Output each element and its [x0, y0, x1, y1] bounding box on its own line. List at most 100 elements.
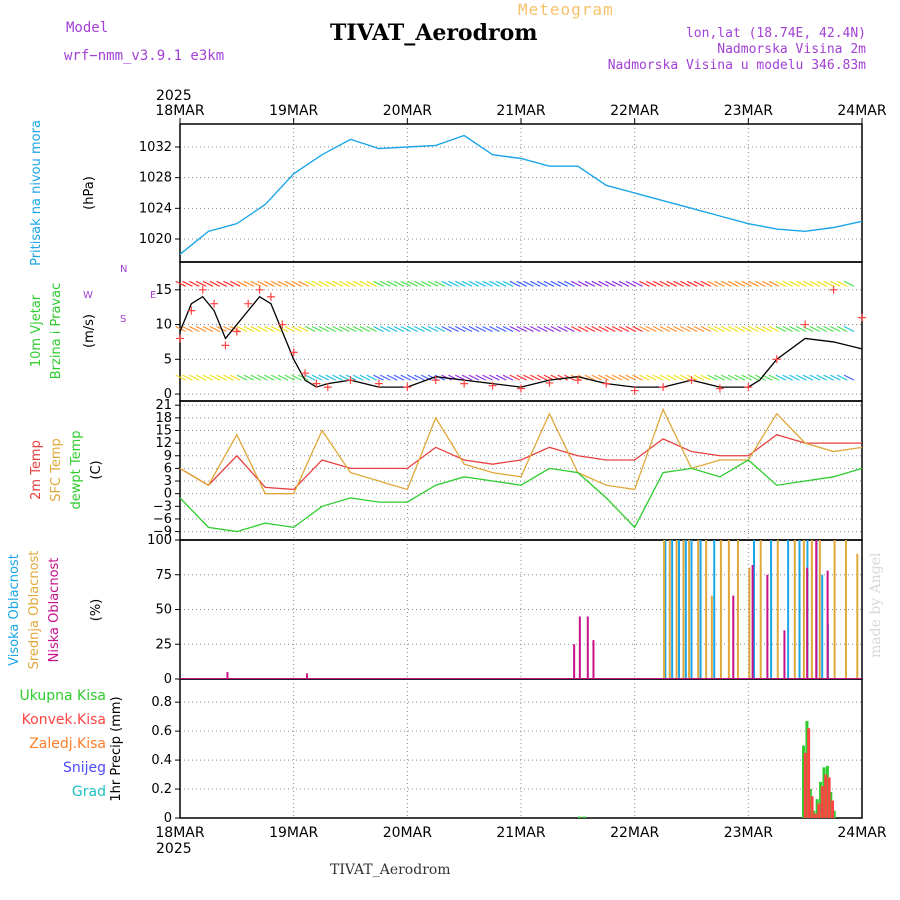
wind-barb [509, 374, 521, 381]
wind-barb [407, 325, 418, 333]
wind-barb [489, 374, 500, 381]
wind-barb [775, 280, 787, 287]
wind-barb [680, 325, 691, 333]
wind-barb [325, 374, 336, 381]
wind-barb [693, 280, 705, 287]
ytick-label: 12 [155, 436, 172, 451]
wind-barb [325, 280, 336, 287]
wind-barb [816, 280, 828, 287]
wind-barb [598, 374, 609, 381]
wind-barb [461, 280, 473, 287]
wind-barb [700, 280, 712, 287]
wind-barb [502, 374, 514, 381]
cloud-unit-label: (%) [89, 599, 104, 622]
wind-subtitle: Brzina i Pravac [49, 283, 64, 380]
wind-barb [748, 280, 759, 287]
wind-barb [836, 325, 848, 333]
wind-barb [775, 325, 787, 333]
wind-barb [652, 280, 664, 287]
ytick-label: 0.4 [151, 753, 172, 768]
wind-barb [748, 325, 759, 333]
wind-barb [318, 374, 330, 381]
top-time-label: 21MAR [496, 103, 545, 119]
ytick-label: 1032 [139, 140, 172, 155]
wind-barb [564, 280, 575, 287]
wind-barb [618, 280, 630, 287]
wind-barb [339, 325, 350, 333]
wind-barb [229, 374, 241, 381]
precip-bar [831, 800, 835, 818]
wind-barb [373, 325, 384, 333]
lonlat-info: lon,lat (18.74E, 42.4N) [685, 26, 866, 41]
wind-barb [468, 280, 480, 287]
wind-barb [441, 280, 452, 287]
ytick-label: −6 [153, 512, 172, 527]
wind-barb [802, 280, 814, 287]
ytick-label: 5 [164, 352, 172, 367]
wind-barb [352, 325, 364, 333]
precip-bar [807, 728, 811, 818]
wind-barb [714, 374, 725, 381]
wind-barb [632, 374, 643, 381]
wind-barb [591, 325, 602, 333]
wind-gust-marker [517, 384, 525, 393]
ytick-label: 9 [164, 449, 172, 464]
wind-barb [380, 374, 391, 381]
wind-barb [550, 325, 562, 333]
wind-barb [605, 280, 616, 287]
wind-barb [611, 325, 623, 333]
ytick-label: 25 [155, 637, 172, 652]
precip-bar [813, 813, 817, 818]
wind-barb [741, 280, 753, 287]
wind-barb [789, 374, 800, 381]
wind-barb [796, 374, 807, 381]
wind-barb [236, 374, 248, 381]
precip-legend-label: Snijeg [63, 760, 106, 776]
wind-barb [455, 374, 466, 381]
top-year-label: 2025 [156, 88, 192, 104]
wind-barb [277, 325, 289, 333]
wind-barb [495, 325, 507, 333]
wind-barb [209, 280, 221, 287]
temp-legend-label: SFC Temp [49, 438, 64, 502]
wind-barb [216, 374, 227, 381]
wind-gust-marker [715, 384, 724, 393]
wind-barb [748, 374, 759, 381]
cloud-legend-label: Visoka Oblacnost [7, 554, 22, 666]
wind-barb [284, 325, 296, 333]
wind-barb [448, 280, 459, 287]
wind-barb [202, 374, 214, 381]
wind-gust-marker [431, 376, 440, 385]
wind-barb [311, 374, 323, 381]
cloud-legend-label: Niska Oblacnost [47, 558, 62, 663]
wind-barb [666, 325, 677, 333]
wind-barb [693, 374, 705, 381]
wind-barb [768, 325, 780, 333]
wind-barb [489, 280, 500, 287]
wind-barb [591, 374, 602, 381]
ytick-label: 18 [155, 411, 172, 426]
wind-barb [461, 325, 473, 333]
wind-barb [809, 325, 821, 333]
ytick-label: 1020 [139, 232, 172, 247]
wind-barb [598, 280, 609, 287]
wind-barb [755, 280, 766, 287]
wind-barb [202, 325, 214, 333]
wind-barb [420, 280, 432, 287]
wind-barb [386, 374, 398, 381]
model-label: Model [66, 20, 109, 36]
ytick-label: 0 [164, 672, 172, 687]
ytick-label: 0.2 [151, 782, 172, 797]
precip-bar [822, 767, 826, 818]
wind-barb [250, 325, 261, 333]
precip-bar [832, 810, 836, 818]
wind-barb [632, 325, 643, 333]
precip-bar [808, 789, 812, 818]
wind-barb [536, 374, 548, 381]
wind-barb [175, 280, 186, 287]
wind-barb [570, 325, 582, 333]
wind-barb [414, 374, 425, 381]
wind-barb [257, 325, 268, 333]
wind-barb [680, 374, 691, 381]
wind-barb [243, 280, 255, 287]
